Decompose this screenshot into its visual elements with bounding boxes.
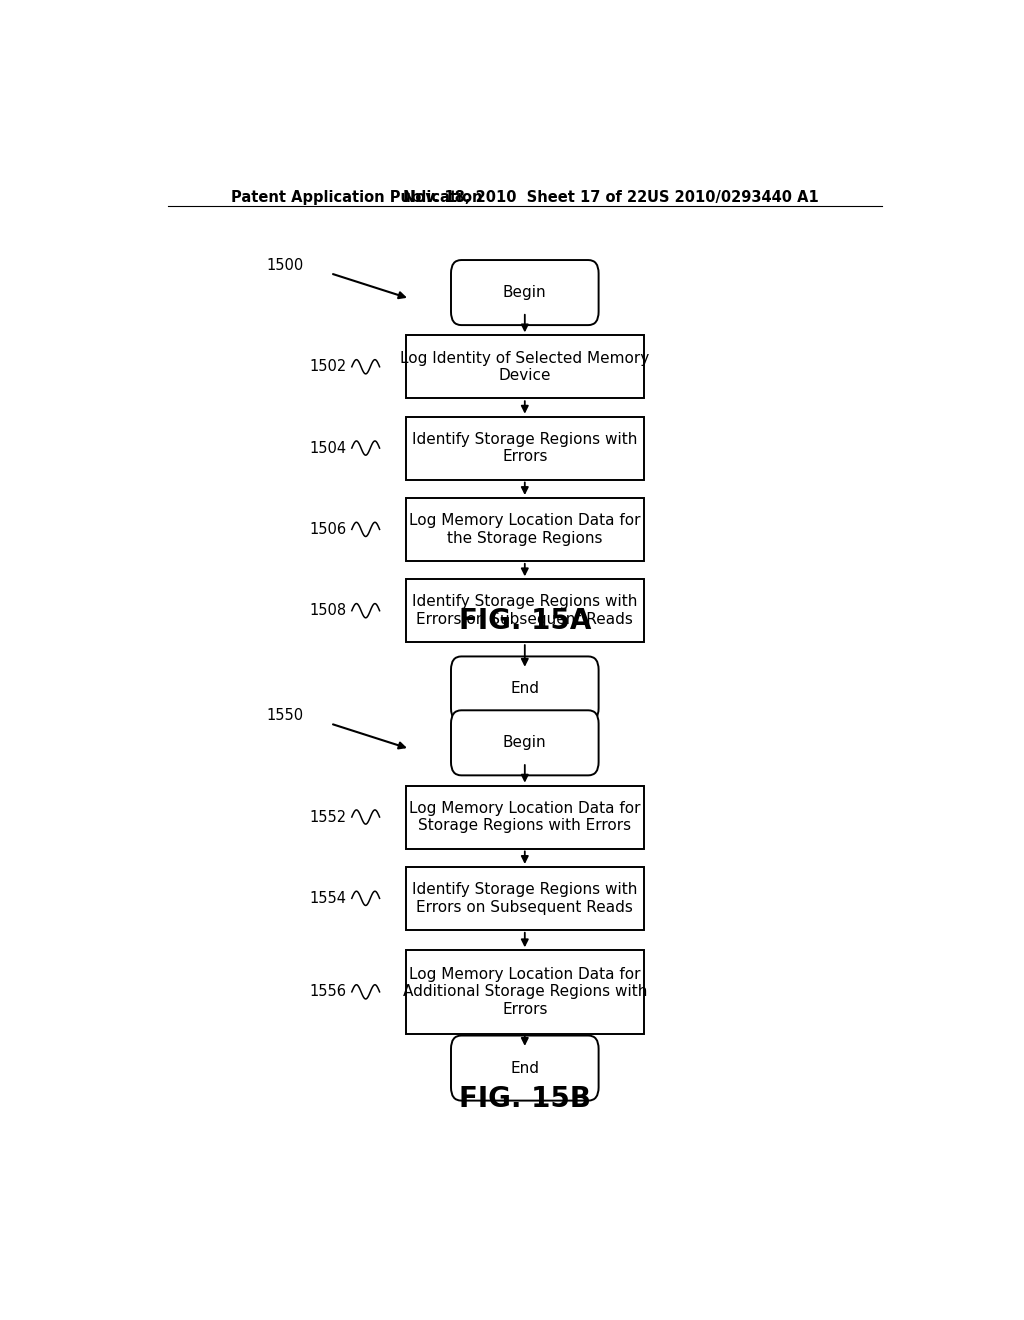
Text: 1508: 1508 [309,603,346,618]
Text: End: End [510,1060,540,1076]
Text: 1504: 1504 [309,441,346,455]
Bar [406,417,644,479]
Text: Identify Storage Regions with
Errors on Subsequent Reads: Identify Storage Regions with Errors on … [412,882,638,915]
Text: 1552: 1552 [309,809,346,825]
Bar [406,867,644,929]
Text: 1554: 1554 [309,891,346,906]
Text: Nov. 18, 2010  Sheet 17 of 22: Nov. 18, 2010 Sheet 17 of 22 [402,190,647,205]
Bar [406,579,644,643]
Text: 1556: 1556 [309,985,346,999]
Text: Begin: Begin [503,285,547,300]
Bar [406,335,644,399]
Text: Identify Storage Regions with
Errors on Subsequent Reads: Identify Storage Regions with Errors on … [412,594,638,627]
Bar [406,785,644,849]
Bar [406,498,644,561]
Text: Patent Application Publication: Patent Application Publication [231,190,482,205]
FancyBboxPatch shape [451,1036,599,1101]
Text: Log Memory Location Data for
the Storage Regions: Log Memory Location Data for the Storage… [409,513,641,545]
Text: Identify Storage Regions with
Errors: Identify Storage Regions with Errors [412,432,638,465]
Text: Log Identity of Selected Memory
Device: Log Identity of Selected Memory Device [400,351,649,383]
Text: 1550: 1550 [267,708,304,723]
Text: Begin: Begin [503,735,547,750]
FancyBboxPatch shape [451,260,599,325]
Text: End: End [510,681,540,697]
Text: FIG. 15A: FIG. 15A [459,607,591,635]
Text: 1500: 1500 [267,257,304,273]
Text: FIG. 15B: FIG. 15B [459,1085,591,1113]
Text: 1502: 1502 [309,359,346,375]
FancyBboxPatch shape [451,656,599,722]
Bar [406,950,644,1034]
Text: US 2010/0293440 A1: US 2010/0293440 A1 [647,190,818,205]
Text: Log Memory Location Data for
Additional Storage Regions with
Errors: Log Memory Location Data for Additional … [402,968,647,1016]
Text: Log Memory Location Data for
Storage Regions with Errors: Log Memory Location Data for Storage Reg… [409,801,641,833]
FancyBboxPatch shape [451,710,599,775]
Text: 1506: 1506 [309,521,346,537]
